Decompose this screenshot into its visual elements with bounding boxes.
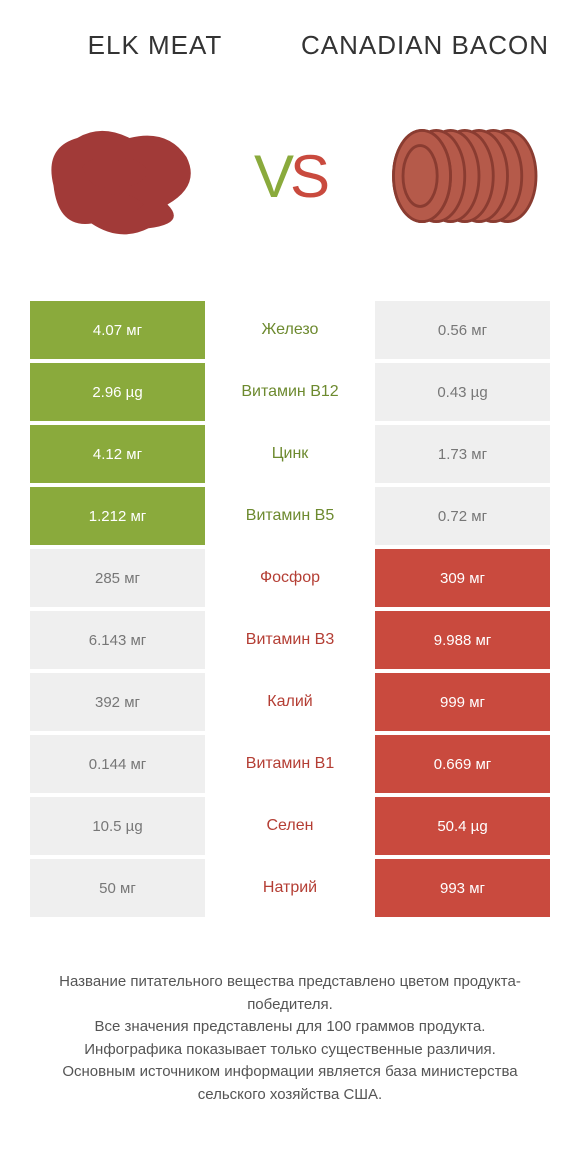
right-value: 0.56 мг xyxy=(375,301,550,359)
left-value: 1.212 мг xyxy=(30,487,205,545)
vs-label: VS xyxy=(254,142,326,211)
right-value: 999 мг xyxy=(375,673,550,731)
left-value: 4.12 мг xyxy=(30,425,205,483)
table-row: 10.5 µgСелен50.4 µg xyxy=(30,797,550,855)
title-left: ELK MEAT xyxy=(20,30,290,61)
nutrient-name: Фосфор xyxy=(205,549,375,607)
right-value: 9.988 мг xyxy=(375,611,550,669)
right-value: 0.43 µg xyxy=(375,363,550,421)
table-row: 4.12 мгЦинк1.73 мг xyxy=(30,425,550,483)
table-row: 285 мгФосфор309 мг xyxy=(30,549,550,607)
left-value: 6.143 мг xyxy=(30,611,205,669)
left-value: 50 мг xyxy=(30,859,205,917)
right-value: 309 мг xyxy=(375,549,550,607)
nutrient-name: Селен xyxy=(205,797,375,855)
left-value: 285 мг xyxy=(30,549,205,607)
footer-line-3: Инфографика показывает только существенн… xyxy=(30,1039,550,1062)
table-row: 1.212 мгВитамин B50.72 мг xyxy=(30,487,550,545)
nutrient-table: 4.07 мгЖелезо0.56 мг2.96 µgВитамин B120.… xyxy=(0,301,580,917)
right-value: 50.4 µg xyxy=(375,797,550,855)
elk-meat-image xyxy=(20,86,220,266)
canadian-bacon-image xyxy=(360,86,560,266)
nutrient-name: Витамин B3 xyxy=(205,611,375,669)
vs-v: V xyxy=(254,143,290,210)
left-value: 392 мг xyxy=(30,673,205,731)
left-value: 10.5 µg xyxy=(30,797,205,855)
table-row: 4.07 мгЖелезо0.56 мг xyxy=(30,301,550,359)
right-value: 993 мг xyxy=(375,859,550,917)
title-right: CANADIAN BACON xyxy=(290,30,560,61)
right-value: 0.669 мг xyxy=(375,735,550,793)
table-row: 392 мгКалий999 мг xyxy=(30,673,550,731)
left-value: 0.144 мг xyxy=(30,735,205,793)
nutrient-name: Калий xyxy=(205,673,375,731)
table-row: 2.96 µgВитамин B120.43 µg xyxy=(30,363,550,421)
left-value: 2.96 µg xyxy=(30,363,205,421)
nutrient-name: Цинк xyxy=(205,425,375,483)
nutrient-name: Железо xyxy=(205,301,375,359)
right-value: 0.72 мг xyxy=(375,487,550,545)
footer-line-4: Основным источником информации является … xyxy=(30,1061,550,1106)
nutrient-name: Витамин B1 xyxy=(205,735,375,793)
footer-line-2: Все значения представлены для 100 граммо… xyxy=(30,1016,550,1039)
nutrient-name: Натрий xyxy=(205,859,375,917)
header: ELK MEAT CANADIAN BACON xyxy=(0,0,580,71)
vs-s: S xyxy=(290,143,326,210)
right-value: 1.73 мг xyxy=(375,425,550,483)
table-row: 0.144 мгВитамин B10.669 мг xyxy=(30,735,550,793)
left-value: 4.07 мг xyxy=(30,301,205,359)
images-row: VS xyxy=(0,71,580,301)
nutrient-name: Витамин B12 xyxy=(205,363,375,421)
footer-note: Название питательного вещества представл… xyxy=(0,921,580,1106)
footer-line-1: Название питательного вещества представл… xyxy=(30,971,550,1016)
nutrient-name: Витамин B5 xyxy=(205,487,375,545)
table-row: 6.143 мгВитамин B39.988 мг xyxy=(30,611,550,669)
table-row: 50 мгНатрий993 мг xyxy=(30,859,550,917)
